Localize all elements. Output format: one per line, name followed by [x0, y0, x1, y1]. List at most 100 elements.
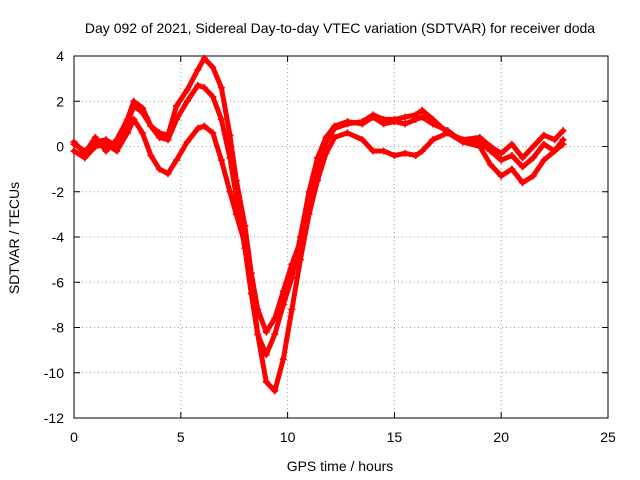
data-point: [173, 115, 181, 123]
data-point: [123, 129, 131, 137]
data-point: [497, 172, 505, 180]
data-point: [217, 156, 225, 164]
data-point: [418, 113, 426, 121]
data-point: [200, 84, 208, 92]
data-point: [241, 240, 249, 248]
x-axis-label: GPS time / hours: [287, 458, 394, 474]
data-point: [390, 152, 398, 160]
data-point: [322, 149, 330, 157]
data-point: [529, 172, 537, 180]
data-point: [412, 115, 420, 123]
data-point: [429, 120, 437, 128]
data-point: [226, 154, 234, 162]
y-tick-label: -4: [52, 229, 65, 245]
data-point: [519, 163, 527, 171]
data-point: [476, 143, 484, 150]
data-point: [380, 120, 388, 128]
data-point: [232, 210, 240, 218]
data-point: [343, 118, 351, 126]
data-point: [540, 156, 548, 164]
data-point: [322, 133, 330, 141]
y-tick-label: -10: [44, 365, 64, 381]
data-point: [232, 192, 240, 200]
data-point: [209, 129, 217, 137]
data-point: [271, 387, 279, 395]
data-point: [183, 86, 191, 94]
data-point: [209, 63, 217, 71]
data-point: [418, 106, 426, 114]
data-point: [262, 351, 270, 359]
data-point: [559, 140, 567, 148]
y-tick-label: 2: [56, 93, 64, 109]
data-point: [226, 131, 234, 139]
data-point: [138, 129, 146, 137]
data-point: [401, 113, 409, 121]
series-trace-middle: [70, 81, 567, 359]
data-point: [497, 156, 505, 164]
y-tick-label: -12: [44, 410, 64, 426]
x-tick-label: 20: [493, 429, 509, 445]
data-point: [262, 328, 270, 336]
data-point: [296, 256, 304, 264]
data-point: [551, 147, 559, 155]
data-point: [444, 129, 452, 137]
data-point: [358, 120, 366, 128]
data-point: [102, 140, 110, 148]
data-point: [130, 102, 138, 110]
data-point: [487, 161, 495, 169]
data-point: [459, 138, 467, 146]
data-point: [418, 147, 426, 155]
data-point: [254, 330, 262, 338]
data-point: [508, 152, 516, 160]
data-point: [401, 149, 409, 157]
data-point: [331, 122, 339, 130]
data-point: [519, 154, 527, 162]
data-point: [305, 188, 313, 196]
data-point: [390, 118, 398, 126]
data-point: [519, 179, 527, 187]
data-point: [314, 176, 322, 184]
data-point: [173, 156, 181, 164]
data-point: [173, 102, 181, 110]
chart-title: Day 092 of 2021, Sidereal Day-to-day VTE…: [85, 20, 595, 36]
data-point: [130, 115, 138, 123]
data-point: [508, 165, 516, 173]
data-point: [262, 378, 270, 386]
y-tick-label: 4: [56, 48, 64, 64]
data-point: [217, 84, 225, 92]
data-point: [401, 120, 409, 128]
data-point: [183, 97, 191, 105]
data-point: [138, 109, 146, 117]
series-trace-lower: [70, 115, 567, 395]
y-tick-label: -8: [52, 320, 65, 336]
data-point: [429, 136, 437, 144]
data-point: [147, 152, 155, 160]
data-point: [81, 154, 89, 162]
data-point: [164, 170, 172, 178]
grid: [74, 56, 608, 418]
data-point: [369, 147, 377, 155]
x-tick-label: 25: [600, 429, 616, 445]
y-tick-label: -6: [52, 274, 65, 290]
data-point: [551, 136, 559, 144]
data-point: [102, 147, 110, 155]
data-point: [343, 129, 351, 137]
y-tick-label: 0: [56, 139, 64, 155]
x-tick-label: 10: [280, 429, 296, 445]
data-point: [508, 140, 516, 148]
data-point: [209, 93, 217, 101]
data-point: [70, 140, 78, 148]
y-axis-label: SDTVAR / TECUs: [6, 182, 22, 294]
data-point: [194, 66, 202, 74]
data-points: [70, 54, 567, 395]
data-point: [412, 152, 420, 160]
data-point: [380, 147, 388, 155]
data-point: [279, 355, 287, 363]
data-point: [194, 81, 202, 89]
data-point: [288, 305, 296, 313]
data-point: [147, 122, 155, 130]
data-point: [194, 124, 202, 132]
data-point: [540, 131, 548, 139]
